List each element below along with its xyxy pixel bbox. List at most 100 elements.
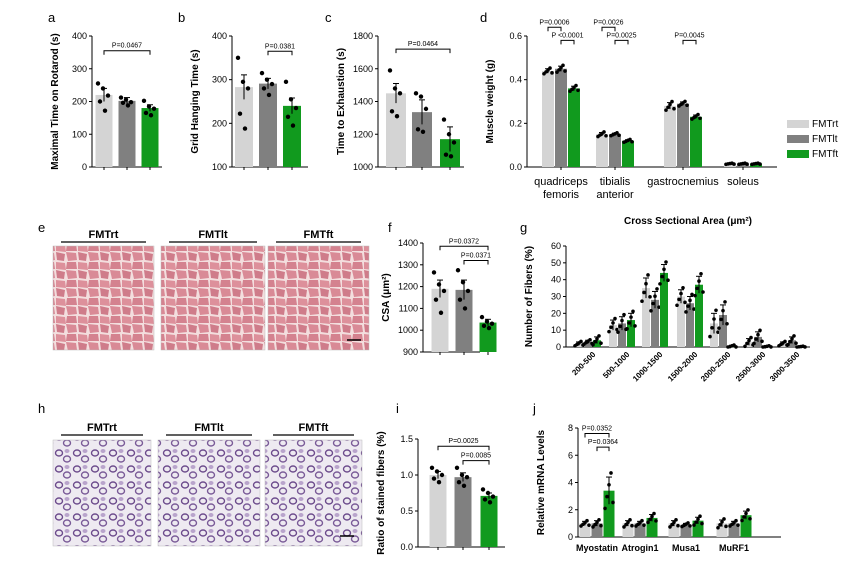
data-point [622,525,626,529]
data-point [100,86,106,91]
data-point [627,321,631,325]
data-point [618,324,622,329]
data-point [397,91,403,96]
p-value-label: P=0.0352 [582,425,612,432]
data-point [651,301,655,306]
x-tick-label: 500-1000 [601,350,632,381]
data-point [699,271,703,276]
data-point [694,520,698,524]
data-point [438,310,444,315]
y-tick-label: 300 [72,64,87,74]
y-tick-label: 1.5 [400,434,413,444]
data-point [745,162,749,166]
data-point [95,81,101,86]
data-point [675,303,679,308]
y-tick-label: 0.0 [400,542,413,552]
bar-FMTft [480,495,498,547]
data-point [708,334,712,339]
data-point [790,337,794,341]
y-tick-label: 400 [212,31,227,41]
micrograph-label: FMTrt [89,229,119,241]
data-point [758,162,762,166]
significance-bracket [560,39,575,45]
chart-title: Cross Sectional Area (μm²) [624,216,752,227]
bar-FMTrt-Atrogin1 [622,523,634,537]
data-point [441,117,447,122]
x-tick-label: 2500-3000 [734,350,768,384]
x-tick-label: MuRF1 [719,543,749,553]
y-tick-label: 0 [568,532,573,542]
data-point [413,91,419,96]
data-point [624,522,628,527]
data-point [685,103,689,107]
data-point [441,288,447,294]
data-point [434,469,440,474]
data-point [595,337,599,341]
y-tick-label: 30 [551,292,561,302]
p-value-label: P=0.0006 [539,19,569,26]
data-point [293,105,299,111]
data-point [486,325,492,331]
legend-label: FMTrt [812,119,839,130]
p-value-label: P=0.0372 [449,238,479,245]
data-point [97,99,103,104]
y-axis-label: Time to Exhaustion (s) [336,48,347,155]
data-point [788,339,792,344]
data-point [120,100,126,106]
data-point [792,334,796,338]
data-point [803,345,807,349]
bar-FMTlt-Myostatin [591,523,603,537]
data-point [688,298,692,303]
data-point [616,330,620,334]
bar-FMTrt-Musa1 [668,523,680,537]
data-point [720,520,724,524]
bar-FMTlt [259,83,277,167]
data-point [668,102,672,107]
p-value-label: P <0.0001 [552,32,584,39]
legend-label: FMTlt [812,134,838,145]
data-point [640,299,644,304]
data-point [285,114,291,119]
bar-FMTrt [95,94,113,167]
panel-letter-c: c [325,10,332,25]
data-point [716,330,720,334]
data-point [758,328,762,333]
data-point [794,341,798,345]
data-point [141,98,147,104]
data-point [710,326,714,330]
data-point [394,114,400,119]
y-tick-label: 2 [568,505,573,515]
data-point [269,81,275,87]
x-tick-label: Atrogin1 [622,543,659,553]
micrograph-label: FMTrt [87,422,117,434]
data-point [719,317,723,322]
y-tick-label: 8 [568,423,573,433]
data-point [630,523,634,528]
panel-letter-d: d [480,10,487,25]
data-point [607,482,611,487]
data-point [743,344,747,349]
bar-FMTft [479,322,497,352]
bar-FMTlt-200-500 [584,341,592,347]
data-point [593,522,597,527]
bar-FMTft-quadriceps femoris [568,88,580,167]
data-point [439,472,445,478]
data-point [686,304,690,308]
panel-letter-f: f [388,220,392,235]
data-point [620,318,624,323]
p-value-label: P=0.0381 [265,43,295,50]
data-point [579,339,583,344]
x-tick-label: femoris [543,189,580,201]
data-point [690,292,694,297]
data-point [460,280,466,285]
data-point [597,518,601,522]
x-tick-label: quadriceps [534,176,588,188]
y-tick-label: 1000 [353,162,373,172]
data-point [684,310,688,314]
bar-FMTrt-tibialis anterior [596,134,608,167]
data-point [588,337,592,342]
y-tick-label: 1000 [398,325,418,335]
data-point [482,497,488,502]
micrograph-h-FMTrt [52,439,152,547]
